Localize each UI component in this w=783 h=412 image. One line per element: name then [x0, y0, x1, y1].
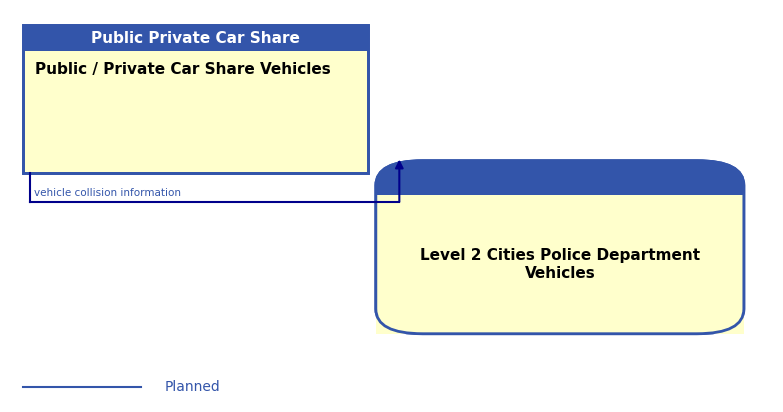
Text: Planned: Planned: [164, 380, 220, 394]
Text: vehicle collision information: vehicle collision information: [34, 188, 181, 198]
Bar: [23, 25, 368, 173]
Text: Level 2 Cities Police Department
Vehicles: Level 2 Cities Police Department Vehicle…: [420, 248, 700, 281]
FancyBboxPatch shape: [376, 161, 744, 334]
Bar: [376, 195, 744, 334]
Text: Public / Private Car Share Vehicles: Public / Private Car Share Vehicles: [35, 62, 331, 77]
Bar: [23, 25, 368, 52]
Bar: [23, 25, 368, 173]
Text: Public Private Car Share: Public Private Car Share: [92, 30, 300, 46]
FancyBboxPatch shape: [376, 161, 744, 334]
